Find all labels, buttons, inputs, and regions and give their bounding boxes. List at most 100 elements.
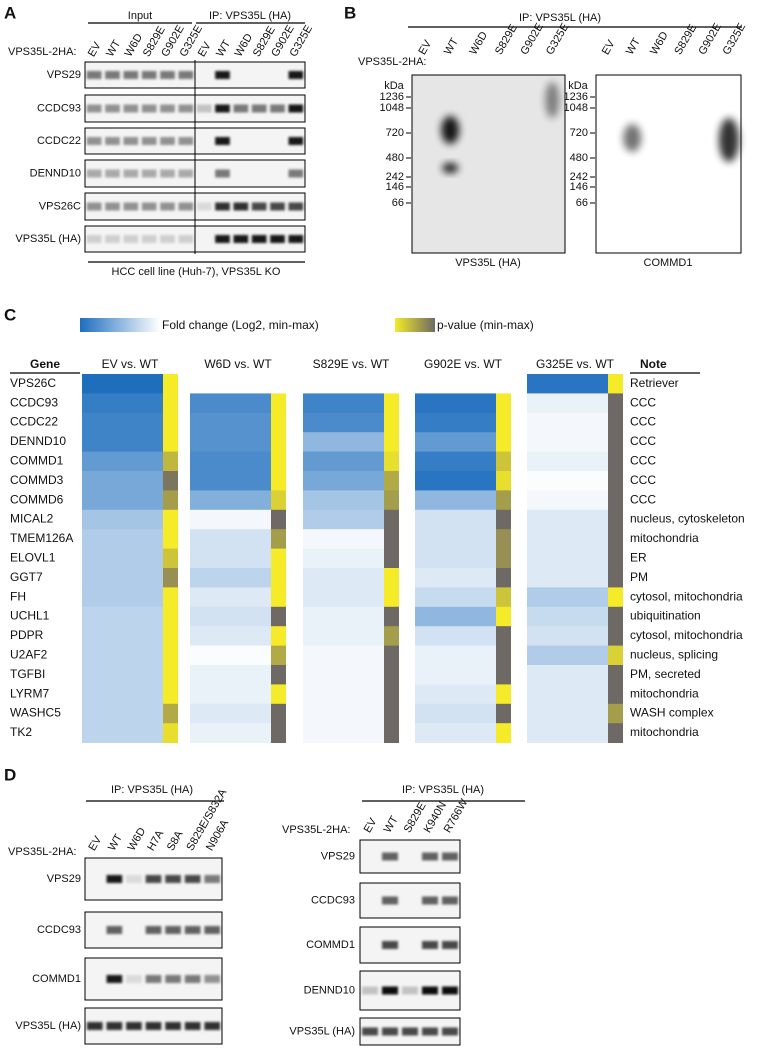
band (160, 235, 175, 243)
band (126, 875, 142, 883)
band (233, 202, 249, 211)
pvalue-cell (271, 393, 286, 414)
pvalue-cell (163, 509, 178, 530)
band (233, 235, 249, 243)
fold-cell (82, 548, 163, 569)
panel-label: B (344, 3, 356, 22)
pvalue-cell (163, 606, 178, 627)
pvalue-cell (608, 393, 623, 414)
gene-label: WASHC5 (10, 706, 61, 720)
fold-cell (527, 529, 608, 549)
fold-cell (82, 509, 163, 530)
pvalue-cell (608, 587, 623, 608)
marker-label: 1048 (380, 102, 404, 114)
fold-cell (82, 490, 163, 511)
fold-cell (415, 529, 496, 549)
pvalue-cell (163, 490, 178, 511)
pvalue-cell (608, 374, 623, 394)
band (105, 104, 120, 113)
fold-cell (82, 393, 163, 414)
band (362, 1027, 378, 1036)
lane-label: EV (416, 38, 434, 57)
band (288, 137, 304, 145)
marker-label: 720 (570, 127, 588, 139)
column-header: EV vs. WT (102, 357, 159, 371)
group-label: Input (128, 10, 152, 22)
pvalue-cell (496, 665, 511, 685)
gene-label: PDPR (10, 628, 44, 642)
gene-label: VPS26C (10, 376, 56, 390)
note-label: CCC (630, 415, 656, 429)
band (184, 1022, 201, 1030)
row-title: VPS35L-2HA: (8, 46, 76, 58)
pvalue-cell (271, 723, 286, 743)
pvalue-cell (384, 645, 399, 666)
pvalue-cell (496, 490, 511, 511)
pvalue-cell (384, 432, 399, 452)
band (145, 875, 162, 883)
band (204, 926, 221, 934)
fold-cell (303, 703, 384, 724)
row-title: VPS35L-2HA: (358, 56, 426, 68)
note-label: PM, secreted (630, 667, 701, 681)
band (251, 235, 267, 243)
band (105, 202, 120, 211)
band (215, 104, 230, 113)
gene-label: CCDC93 (10, 395, 58, 409)
band (442, 986, 458, 995)
legend-swatch (395, 318, 435, 332)
panel-label: A (4, 3, 16, 22)
band (288, 169, 304, 178)
group-label: IP: VPS35L (HA) (402, 784, 484, 796)
pvalue-cell (384, 412, 399, 433)
blot-label: CCDC93 (37, 102, 81, 114)
column-header: W6D vs. WT (204, 357, 272, 371)
pvalue-cell (608, 665, 623, 685)
band (141, 104, 157, 113)
blot-label: VPS35L (HA) (289, 1025, 355, 1037)
pvalue-cell (163, 432, 178, 452)
band (165, 1022, 181, 1030)
fold-cell (190, 703, 271, 724)
fold-cell (303, 509, 384, 530)
lane-label: R766W (442, 797, 471, 835)
fold-cell (82, 587, 163, 608)
band (141, 71, 157, 79)
pvalue-cell (271, 509, 286, 530)
band (422, 1027, 438, 1036)
pvalue-cell (271, 645, 286, 666)
lane-label: W6D (467, 30, 490, 57)
pvalue-cell (384, 451, 399, 472)
pvalue-cell (608, 684, 623, 705)
lane-label: EV (362, 816, 380, 835)
fold-cell (415, 412, 496, 433)
band (442, 896, 458, 905)
fold-cell (82, 723, 163, 743)
pvalue-cell (496, 723, 511, 743)
band (141, 169, 157, 178)
blot-label: DENND10 (30, 167, 81, 179)
fold-cell (190, 606, 271, 627)
band (123, 71, 139, 79)
pvalue-cell (271, 432, 286, 452)
band (204, 975, 221, 983)
fold-cell (415, 645, 496, 666)
fold-cell (82, 703, 163, 724)
fold-cell (303, 587, 384, 608)
pvalue-cell (163, 568, 178, 588)
band (382, 1027, 398, 1036)
fold-cell (527, 374, 608, 394)
pvalue-cell (496, 451, 511, 472)
band (251, 104, 267, 113)
pvalue-cell (496, 412, 511, 433)
fold-cell (82, 432, 163, 452)
column-header: G325E vs. WT (536, 357, 615, 371)
band (145, 975, 162, 983)
band (184, 875, 201, 883)
band (215, 137, 230, 145)
pvalue-cell (608, 645, 623, 666)
fold-cell (303, 412, 384, 433)
band (382, 852, 398, 861)
fold-cell (415, 684, 496, 705)
note-label: WASH complex (630, 706, 714, 720)
